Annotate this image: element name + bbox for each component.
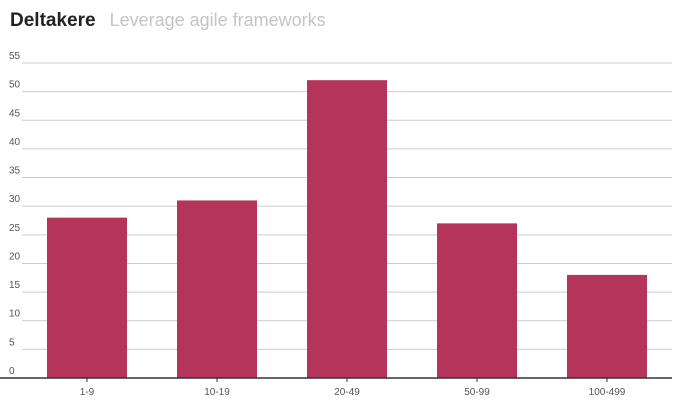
y-tick-label: 35 (9, 166, 21, 177)
y-tick-label: 45 (9, 108, 21, 119)
chart-subtitle: Leverage agile frameworks (109, 10, 326, 30)
x-tick-label: 20-49 (334, 387, 360, 398)
y-tick-label: 20 (9, 251, 21, 262)
x-tick-label: 1-9 (80, 387, 95, 398)
bar-20-49[interactable] (307, 80, 387, 378)
y-tick-label: 15 (9, 280, 21, 291)
y-tick-label: 10 (9, 309, 21, 320)
y-tick-label: 50 (9, 80, 21, 91)
y-tick-label: 0 (9, 366, 15, 377)
bars (47, 80, 647, 378)
bar-1-9[interactable] (47, 217, 127, 378)
chart-title: Deltakere (10, 10, 96, 31)
x-tick-label: 10-19 (204, 387, 230, 398)
axes: 0 5 10 15 20 25 30 35 40 45 50 55 1-9 10-19 20-49 50-99… (0, 51, 672, 398)
y-tick-label: 40 (9, 137, 21, 148)
y-tick-label: 55 (9, 51, 21, 62)
y-tick-label: 5 (9, 337, 15, 348)
y-tick-label: 30 (9, 194, 21, 205)
x-tick-label: 100-499 (589, 387, 626, 398)
bar-10-19[interactable] (177, 200, 257, 378)
x-tick-label: 50-99 (464, 387, 490, 398)
bar-50-99[interactable] (437, 223, 517, 378)
chart-header: Deltakere Leverage agile frameworks (10, 10, 326, 32)
bar-100-499[interactable] (567, 274, 647, 378)
y-tick-label: 25 (9, 223, 21, 234)
